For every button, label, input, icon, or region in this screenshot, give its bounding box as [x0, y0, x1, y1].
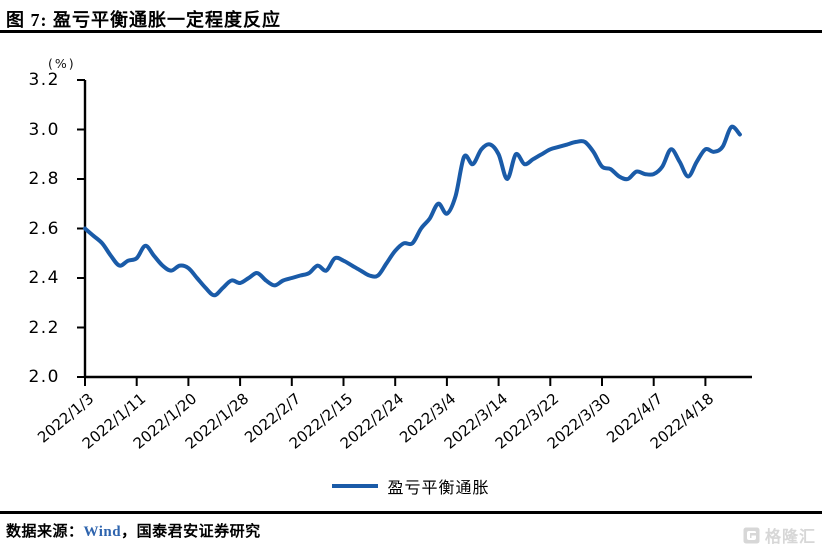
- y-axis-tick-label: 2.2: [28, 317, 60, 338]
- chart-legend: 盈亏平衡通胀: [0, 474, 822, 498]
- footer-divider-rule: [0, 511, 822, 514]
- y-axis-tick-label: 3.0: [28, 119, 60, 140]
- breakeven-inflation-line: [83, 124, 742, 298]
- y-axis-tick-label: 2.4: [28, 268, 60, 288]
- title-divider-rule: [0, 30, 822, 33]
- figure-title: 图 7: 盈亏平衡通胀一定程度反应: [6, 10, 281, 30]
- gelonghui-logo-icon: [743, 527, 760, 543]
- data-source-suffix: ，国泰君安证券研究: [121, 524, 261, 540]
- y-axis-tick-label: 2.0: [28, 367, 60, 387]
- gelonghui-logo-text: 格隆汇: [764, 529, 816, 546]
- legend-line-swatch: [332, 484, 379, 488]
- data-source-prefix: 数据来源：: [6, 524, 84, 540]
- gelonghui-logo: 格隆汇: [742, 523, 816, 547]
- legend-series-label: 盈亏平衡通胀: [387, 480, 490, 497]
- y-axis-unit-label: (%): [48, 56, 76, 71]
- y-axis-tick-label: 2.6: [28, 218, 60, 239]
- data-source-note: 数据来源：Wind，国泰君安证券研究: [6, 520, 261, 541]
- y-axis-tick-label: 3.2: [28, 70, 60, 90]
- data-source-wind: Wind: [83, 524, 122, 540]
- y-axis-tick-label: 2.8: [28, 169, 60, 189]
